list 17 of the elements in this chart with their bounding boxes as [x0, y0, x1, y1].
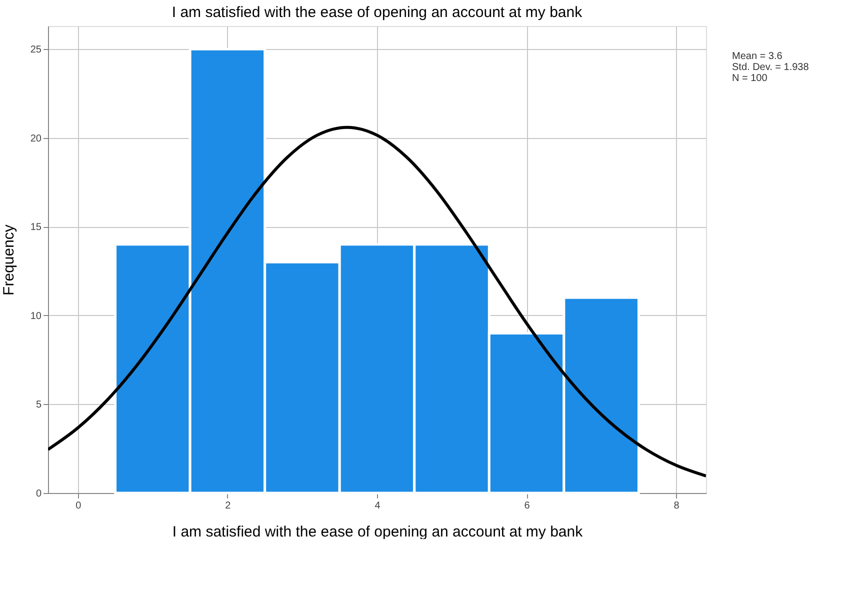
text: N = 100: [732, 73, 768, 84]
y-tick-label: 0: [36, 488, 42, 500]
x-tick-label: 4: [374, 500, 381, 512]
x-tick-label: 0: [76, 500, 82, 512]
x-tick-label: 8: [674, 500, 680, 512]
y-tick-label: 5: [36, 400, 42, 411]
line-series: [48, 126, 706, 478]
text: Mean = 3.6: [732, 51, 783, 62]
y-tick-label: 15: [30, 222, 42, 234]
text: Std. Dev. = 1.938: [732, 62, 810, 73]
y-tick-label: 20: [30, 133, 42, 144]
x-tick-label: 6: [524, 500, 530, 512]
x-tick-label: 2: [225, 500, 232, 512]
y-tick-label: 10: [30, 310, 42, 322]
chart-title: I am satisfied with the ease of opening an account at my bank: [172, 4, 583, 21]
y-axis-title: Frequency: [0, 224, 18, 296]
y-tick-label: 25: [30, 44, 42, 56]
